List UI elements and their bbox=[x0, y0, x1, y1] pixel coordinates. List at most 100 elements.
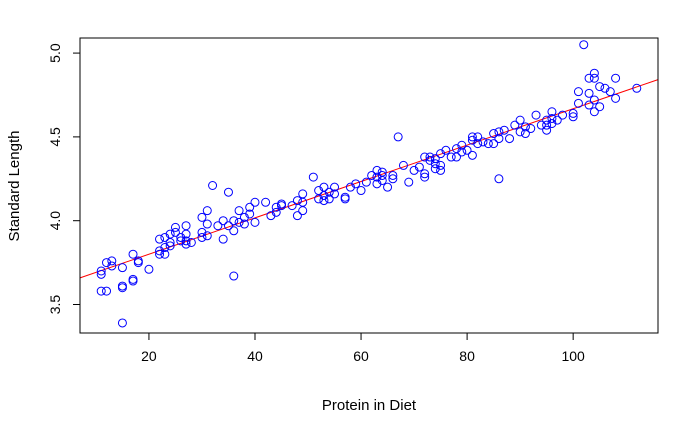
data-point bbox=[202, 219, 212, 229]
data-point bbox=[271, 207, 281, 217]
data-point bbox=[250, 217, 260, 227]
data-point bbox=[292, 196, 302, 206]
plot-frame bbox=[79, 37, 659, 334]
data-point bbox=[420, 169, 430, 179]
x-tick-label: 60 bbox=[353, 348, 369, 364]
data-point bbox=[330, 182, 340, 192]
data-point bbox=[356, 186, 366, 196]
x-tick-label: 20 bbox=[141, 348, 157, 364]
data-point bbox=[319, 196, 329, 206]
data-point bbox=[526, 124, 536, 134]
data-point bbox=[536, 120, 546, 130]
data-point bbox=[234, 217, 244, 227]
data-point bbox=[505, 134, 515, 144]
data-point bbox=[494, 174, 504, 184]
data-point bbox=[584, 100, 594, 110]
data-point bbox=[229, 226, 239, 236]
data-point bbox=[117, 263, 127, 273]
data-point bbox=[96, 266, 106, 276]
data-point bbox=[499, 125, 509, 135]
data-point bbox=[568, 112, 578, 122]
data-point bbox=[446, 152, 456, 162]
data-point bbox=[292, 211, 302, 221]
data-point bbox=[117, 318, 127, 328]
data-point bbox=[181, 221, 191, 231]
data-point bbox=[589, 73, 599, 83]
data-point bbox=[611, 93, 621, 103]
data-point bbox=[430, 159, 440, 169]
data-point bbox=[367, 170, 377, 180]
x-axis-label: Protein in Diet bbox=[322, 397, 417, 414]
data-point bbox=[170, 227, 180, 237]
data-point bbox=[462, 145, 472, 155]
data-point bbox=[436, 160, 446, 170]
data-point bbox=[372, 165, 382, 175]
data-point bbox=[160, 243, 170, 253]
data-point bbox=[250, 197, 260, 207]
data-point bbox=[377, 170, 387, 180]
data-point bbox=[589, 107, 599, 117]
x-tick-label: 80 bbox=[459, 348, 475, 364]
data-point bbox=[510, 120, 520, 130]
data-point bbox=[595, 82, 605, 92]
data-point bbox=[107, 261, 117, 271]
data-point bbox=[451, 152, 461, 162]
data-point bbox=[430, 154, 440, 164]
data-point bbox=[404, 177, 414, 187]
data-point bbox=[107, 256, 117, 266]
data-point bbox=[197, 232, 207, 242]
data-point bbox=[383, 182, 393, 192]
data-point bbox=[467, 150, 477, 160]
data-point bbox=[483, 139, 493, 149]
data-point bbox=[287, 201, 297, 211]
y-tick-label: 3.5 bbox=[47, 295, 63, 315]
y-axis-label: Standard Length bbox=[6, 131, 23, 242]
data-point bbox=[128, 249, 138, 259]
data-point bbox=[181, 239, 191, 249]
data-point bbox=[388, 170, 398, 180]
data-point bbox=[181, 229, 191, 239]
data-point bbox=[202, 206, 212, 216]
data-point bbox=[170, 222, 180, 232]
data-point bbox=[473, 139, 483, 149]
y-axis: 3.5 4.0 4.5 5.0 bbox=[47, 43, 80, 314]
data-point bbox=[515, 115, 525, 125]
data-point bbox=[584, 88, 594, 98]
data-point bbox=[218, 216, 228, 226]
data-point bbox=[102, 286, 112, 296]
data-point bbox=[388, 174, 398, 184]
data-point bbox=[197, 212, 207, 222]
data-point bbox=[308, 172, 318, 182]
data-point bbox=[234, 206, 244, 216]
data-point bbox=[494, 127, 504, 137]
data-point bbox=[324, 187, 334, 197]
data-point bbox=[542, 120, 552, 130]
data-point bbox=[245, 209, 255, 219]
data-point bbox=[436, 165, 446, 175]
data-point bbox=[330, 189, 340, 199]
data-point bbox=[441, 145, 451, 155]
data-point bbox=[632, 83, 642, 93]
data-point bbox=[425, 152, 435, 162]
data-point bbox=[160, 249, 170, 259]
data-point bbox=[605, 87, 615, 97]
data-point bbox=[489, 139, 499, 149]
data-point bbox=[467, 132, 477, 142]
data-point bbox=[213, 221, 223, 231]
data-point bbox=[420, 172, 430, 182]
data-point bbox=[117, 283, 127, 293]
data-point bbox=[589, 68, 599, 78]
data-point bbox=[165, 237, 175, 247]
data-point bbox=[489, 129, 499, 139]
data-point bbox=[128, 276, 138, 286]
data-point bbox=[298, 206, 308, 216]
data-point bbox=[165, 241, 175, 251]
data-point bbox=[573, 87, 583, 97]
data-point bbox=[245, 202, 255, 212]
data-point bbox=[584, 73, 594, 83]
data-point bbox=[202, 231, 212, 241]
y-tick-label: 4.5 bbox=[47, 127, 63, 147]
data-point bbox=[473, 132, 483, 142]
data-point bbox=[457, 147, 467, 157]
data-point bbox=[96, 269, 106, 279]
